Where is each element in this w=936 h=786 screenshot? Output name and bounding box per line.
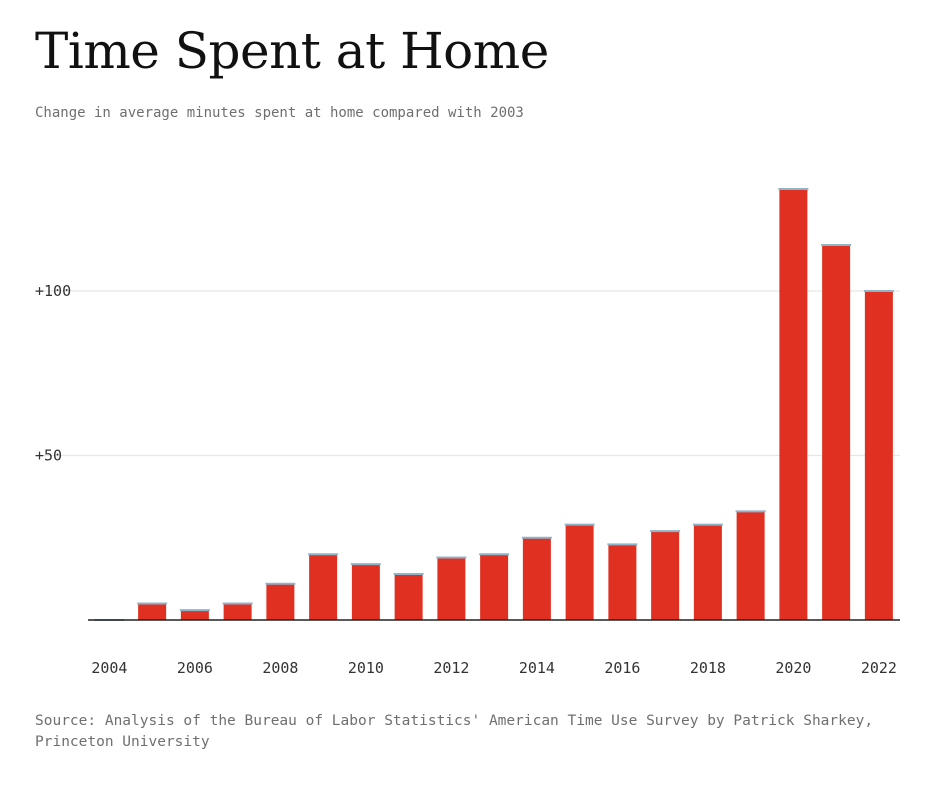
bar-2005 (138, 603, 167, 620)
bar-2017 (651, 531, 680, 620)
bar-2014 (522, 537, 551, 620)
bar-2011 (394, 573, 423, 620)
y-axis-ticks: +50 +100 (35, 282, 71, 465)
bar-2010 (351, 564, 380, 620)
bar-chart: +50 +100 2004 2006 2008 2010 2012 2014 2016 2018… (35, 188, 900, 677)
bar-2022 (864, 291, 893, 620)
bars (94, 188, 894, 621)
bar-2007 (223, 603, 252, 620)
x-tick-label: 2008 (262, 659, 298, 677)
chart-title: Time Spent at Home (35, 22, 549, 80)
chart-subtitle: Change in average minutes spent at home … (35, 105, 524, 121)
x-tick-label: 2020 (775, 659, 811, 677)
x-tick-label: 2022 (861, 659, 897, 677)
x-tick-label: 2018 (690, 659, 726, 677)
x-tick-label: 2012 (433, 659, 469, 677)
x-tick-label: 2016 (604, 659, 640, 677)
x-tick-label: 2010 (348, 659, 384, 677)
bar-2015 (565, 524, 594, 620)
x-tick-label: 2004 (91, 659, 127, 677)
y-tick-label: +50 (35, 447, 62, 465)
x-axis-ticks: 2004 2006 2008 2010 2012 2014 2016 2018 2020 2022 (91, 659, 897, 677)
bar-2006 (180, 610, 209, 620)
gridlines (35, 290, 900, 457)
x-tick-label: 2014 (519, 659, 555, 677)
source-note: Source: Analysis of the Bureau of Labor … (35, 713, 874, 750)
y-tick-label: +100 (35, 282, 71, 300)
x-tick-label: 2006 (177, 659, 213, 677)
bar-2021 (822, 244, 851, 620)
bar-2018 (693, 524, 722, 620)
bar-2016 (608, 544, 637, 620)
bar-2013 (480, 554, 509, 620)
bar-2012 (437, 557, 466, 620)
bar-2020 (779, 189, 808, 620)
bar-2009 (309, 554, 338, 620)
bar-2019 (736, 511, 765, 620)
bar-2008 (266, 583, 295, 620)
